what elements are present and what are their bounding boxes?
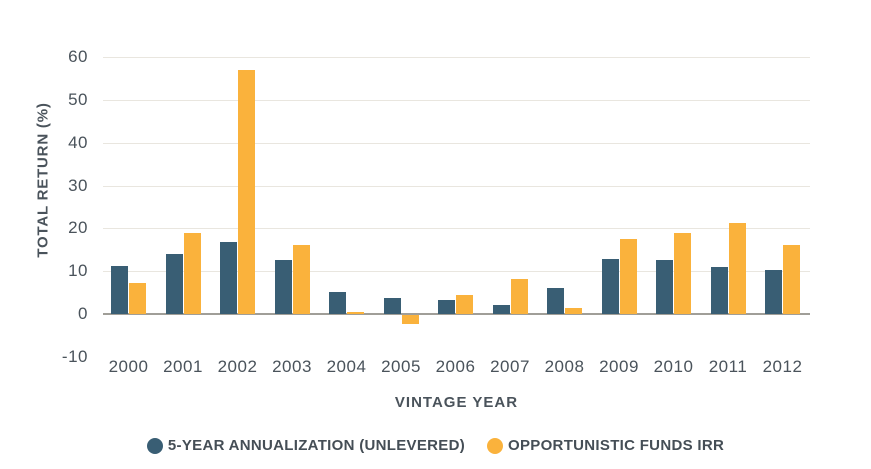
- bar-2000-unlevered: [111, 266, 128, 314]
- bar-2003-irr: [292, 245, 310, 314]
- y-tick-label-40: 40: [68, 132, 88, 152]
- bar-2004-irr: [347, 312, 364, 314]
- bar-2012-unlevered: [765, 269, 782, 314]
- bar-2009-unlevered: [601, 258, 619, 314]
- legend-item-irr: OPPORTUNISTIC FUNDS IRR: [487, 437, 724, 454]
- bar-2006-unlevered: [438, 299, 455, 314]
- x-tick-label-2012: 2012: [762, 357, 803, 376]
- legend-label-unlevered: 5-YEAR ANNUALIZATION (UNLEVERED): [167, 437, 466, 454]
- x-tick-label-2011: 2011: [708, 357, 748, 376]
- bar-2008-unlevered: [547, 287, 564, 314]
- x-tick-label-2003: 2003: [272, 357, 312, 376]
- bar-2009-irr: [619, 239, 637, 314]
- y-tick-label--10: -10: [61, 346, 88, 366]
- x-tick-label-2001: 2001: [163, 357, 203, 376]
- x-tick-label-2010: 2010: [653, 357, 694, 376]
- bar-2007-irr: [510, 278, 528, 314]
- bar-2002-unlevered: [220, 241, 237, 314]
- y-tick-label-10: 10: [68, 261, 88, 281]
- x-tick-label-2005: 2005: [381, 357, 421, 376]
- x-tick-label-2007: 2007: [490, 357, 530, 376]
- x-tick-label-2004: 2004: [326, 357, 367, 376]
- x-tick-label-2000: 2000: [108, 357, 149, 376]
- gridline-50: [103, 99, 810, 101]
- gridline-40: [103, 142, 810, 144]
- legend-label-irr: OPPORTUNISTIC FUNDS IRR: [508, 437, 725, 454]
- gridline-30: [103, 185, 810, 187]
- y-tick-label-50: 50: [68, 89, 88, 109]
- gridline-20: [103, 228, 810, 230]
- y-tick-label-30: 30: [68, 175, 88, 195]
- legend: 5-YEAR ANNUALIZATION (UNLEVERED) OPPORTU…: [0, 437, 871, 454]
- bar-2002-irr: [238, 69, 255, 314]
- y-tick-label-60: 60: [68, 47, 88, 66]
- bar-2001-irr: [183, 233, 201, 314]
- bar-2005-unlevered: [383, 298, 401, 314]
- bar-2006-irr: [456, 295, 473, 314]
- legend-swatch-irr-icon: [487, 437, 504, 454]
- x-tick-label-2009: 2009: [599, 357, 639, 376]
- gridline-60: [103, 57, 810, 58]
- bar-2010-irr: [674, 233, 691, 314]
- bar-2012-irr: [783, 245, 800, 314]
- bar-2007-unlevered: [492, 304, 510, 314]
- legend-swatch-unlevered-icon: [146, 437, 163, 454]
- bar-2008-irr: [565, 308, 582, 314]
- bar-2003-unlevered: [274, 260, 292, 314]
- bar-2010-unlevered: [656, 260, 673, 314]
- x-tick-label-2006: 2006: [435, 357, 476, 376]
- bar-2001-unlevered: [165, 253, 183, 314]
- y-tick-label-20: 20: [68, 218, 88, 238]
- legend-item-unlevered: 5-YEAR ANNUALIZATION (UNLEVERED): [146, 437, 466, 454]
- bar-2011-unlevered: [710, 266, 728, 314]
- bar-2011-irr: [728, 223, 746, 314]
- bar-2005-irr: [401, 315, 419, 324]
- bar-2000-irr: [129, 282, 146, 314]
- x-tick-label-2002: 2002: [217, 357, 258, 376]
- x-axis-line: [103, 313, 810, 315]
- gridline-10: [103, 271, 810, 273]
- x-tick-label-2008: 2008: [544, 357, 585, 376]
- x-axis-title: VINTAGE YEAR: [394, 394, 519, 411]
- y-tick-label-0: 0: [78, 304, 88, 323]
- bar-2004-unlevered: [329, 292, 346, 314]
